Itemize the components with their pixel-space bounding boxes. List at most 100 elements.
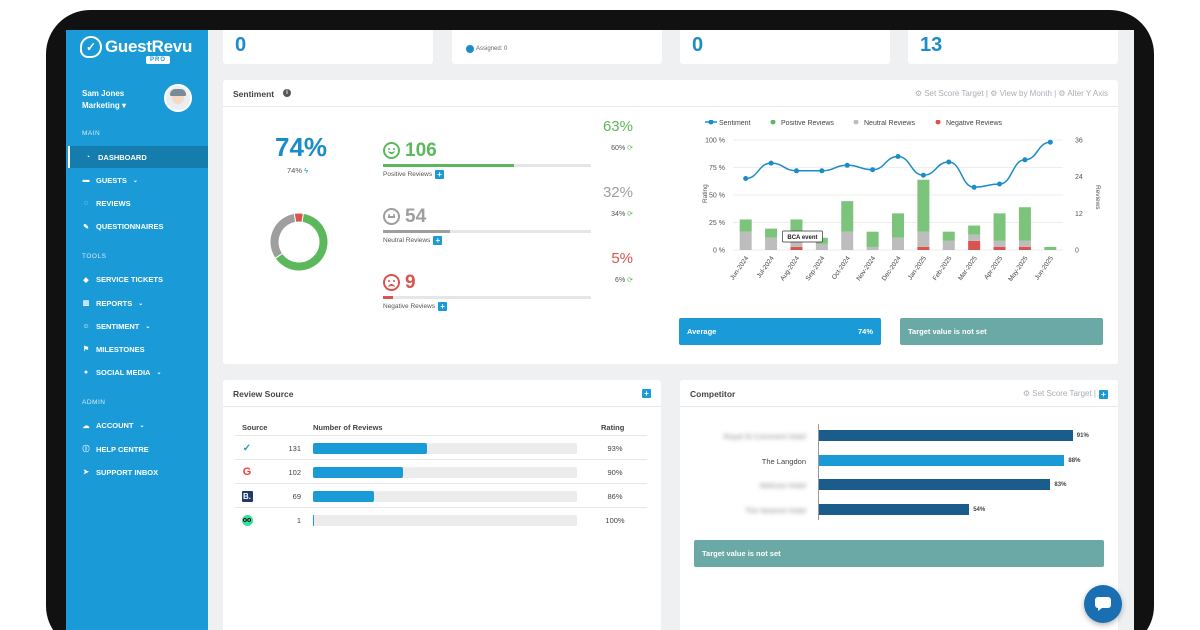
competitor-name: Royal St Comment Hotel (723, 432, 806, 441)
sentiment-point[interactable] (920, 172, 926, 178)
positive-bar[interactable] (841, 201, 854, 232)
sidebar-item-reviews[interactable]: ◌ Reviews (66, 192, 208, 214)
neutral-bar[interactable] (739, 231, 752, 250)
sentiment-small-pct-value: 34% (611, 211, 626, 218)
positive-bar[interactable] (739, 219, 752, 232)
legend-label[interactable]: Sentiment (719, 120, 751, 127)
source-rating: 90% (607, 468, 623, 477)
user-menu[interactable]: Sam Jones Marketing (82, 88, 126, 112)
legend-label[interactable]: Negative Reviews (946, 120, 1003, 127)
neutral-bar[interactable] (892, 237, 904, 250)
sidebar-item-questionnaires[interactable]: ✎ Questionnaires (66, 216, 208, 238)
add-review-button[interactable]: + (435, 170, 445, 179)
positive-bar[interactable] (1018, 207, 1031, 241)
neutral-bar[interactable] (790, 237, 803, 247)
competitor-row[interactable]: The Nearest Hotel 54% (680, 503, 1100, 518)
competitor-value: 83% (1054, 482, 1067, 488)
sidebar-item-milestones[interactable]: ⚑ Milestones (66, 338, 208, 360)
sentiment-point[interactable] (971, 184, 977, 190)
competitor-tools[interactable]: ⚙ Set Score Target | (1022, 389, 1096, 398)
sentiment-point[interactable] (819, 168, 825, 174)
chevron-down-icon: ⌄ (156, 370, 162, 377)
sidebar-item-support-inbox[interactable]: ➤ Support Inbox (66, 461, 208, 483)
neutral-bar[interactable] (968, 234, 981, 241)
sentiment-point[interactable] (844, 162, 850, 168)
sidebar-item-dashboard[interactable]: ◔ Dashboard (68, 146, 208, 168)
review-count: 69 (292, 492, 301, 501)
neutral-bar[interactable] (917, 231, 930, 247)
positive-bar[interactable] (1044, 246, 1057, 250)
positive-bar[interactable] (942, 231, 955, 241)
sentiment-point[interactable] (946, 159, 952, 165)
negative-bar[interactable] (1018, 246, 1031, 250)
sidebar-item-social-media[interactable]: ● Social Media ⌄ (66, 362, 208, 384)
competitor-bar (818, 430, 1073, 441)
table-row[interactable]: ✓ 131 93% (235, 435, 647, 459)
positive-bar[interactable] (892, 213, 904, 238)
negative-bar[interactable] (968, 240, 981, 250)
y-tick-left: 50 % (709, 193, 725, 200)
neutral-bar[interactable] (942, 240, 955, 250)
nav-section-admin: ADMIN (82, 398, 106, 406)
positive-bar[interactable] (866, 231, 879, 247)
table-row[interactable]: G 102 90% (235, 459, 647, 483)
donut-slice[interactable] (269, 212, 297, 260)
sentiment-point[interactable] (1047, 139, 1053, 145)
sentiment-donut (269, 212, 329, 272)
table-row[interactable]: oo 1 100% (235, 507, 647, 531)
neutral-bar[interactable] (866, 246, 879, 250)
table-row[interactable]: B. 69 86% (235, 483, 647, 507)
legend-label[interactable]: Neutral Reviews (864, 120, 915, 127)
col-source[interactable]: Source (242, 423, 268, 432)
neutral-bar[interactable] (815, 243, 828, 250)
sentiment-point[interactable] (743, 176, 749, 181)
negative-bar[interactable] (917, 246, 930, 250)
col-number-of-reviews[interactable]: Number of Reviews (313, 423, 383, 432)
sidebar-item-sentiment[interactable]: ☺ Sentiment ⌄ (66, 315, 208, 337)
neutral-bar[interactable] (1018, 240, 1031, 247)
sentiment-big-pct: 63% (602, 118, 633, 135)
logo-check-icon: ✓ (80, 36, 102, 58)
sidebar-item-service-tickets[interactable]: ◆ Service Tickets (66, 269, 208, 291)
col-rating[interactable]: Rating (601, 423, 625, 432)
positive-bar[interactable] (968, 225, 981, 235)
chat-button[interactable] (1084, 585, 1122, 623)
add-source-button[interactable]: + (642, 389, 651, 398)
neutral-bar[interactable] (993, 240, 1006, 247)
neutral-bar[interactable] (841, 231, 854, 250)
donut-slice[interactable] (293, 212, 304, 223)
competitor-target-label: Target value is not set (702, 549, 781, 558)
sidebar-item-guests[interactable]: ▬ Guests ⌄ (66, 169, 208, 191)
positive-bar[interactable] (765, 228, 778, 238)
positive-bar[interactable] (993, 213, 1006, 241)
negative-bar[interactable] (993, 246, 1006, 250)
competitor-row[interactable]: Melrose Hotel 83% (680, 479, 1100, 493)
sidebar-item-account[interactable]: ☁ Account ⌄ (66, 415, 208, 437)
logo[interactable]: ✓ GuestRevu (80, 36, 192, 58)
avatar[interactable] (164, 84, 192, 112)
sentiment-point[interactable] (1022, 157, 1028, 163)
y-tick-right: 36 (1075, 138, 1083, 145)
sentiment-point[interactable] (895, 154, 901, 159)
sentiment-point[interactable] (997, 181, 1003, 187)
positive-bar[interactable] (917, 179, 930, 232)
booking-icon: B. (241, 490, 253, 502)
sidebar-item-reports[interactable]: ▥ Reports ⌄ (66, 292, 208, 314)
legend-label[interactable]: Positive Reviews (781, 120, 834, 127)
sentiment-point[interactable] (793, 168, 799, 174)
competitor-title: Competitor (690, 389, 736, 399)
sentiment-tools[interactable]: ⚙ Set Score Target | ⚙ View by Month | ⚙… (914, 89, 1108, 98)
add-competitor-button[interactable]: + (1099, 390, 1108, 399)
add-review-button[interactable]: + (433, 236, 443, 245)
competitor-row[interactable]: Royal St Comment Hotel 91% (680, 430, 1100, 444)
neutral-bar[interactable] (765, 237, 778, 250)
sidebar-item-help-centre[interactable]: ⓘ Help Centre (66, 438, 208, 460)
user-role-dropdown[interactable]: Marketing (82, 100, 126, 112)
sentiment-point[interactable] (768, 160, 774, 166)
competitor-row[interactable]: The Langdon 88% (680, 454, 1100, 469)
negative-bar[interactable] (790, 246, 803, 250)
add-review-button[interactable]: + (438, 302, 448, 311)
info-icon[interactable]: i (283, 89, 291, 97)
sentiment-point[interactable] (870, 167, 876, 173)
review-count-bar (313, 467, 577, 478)
